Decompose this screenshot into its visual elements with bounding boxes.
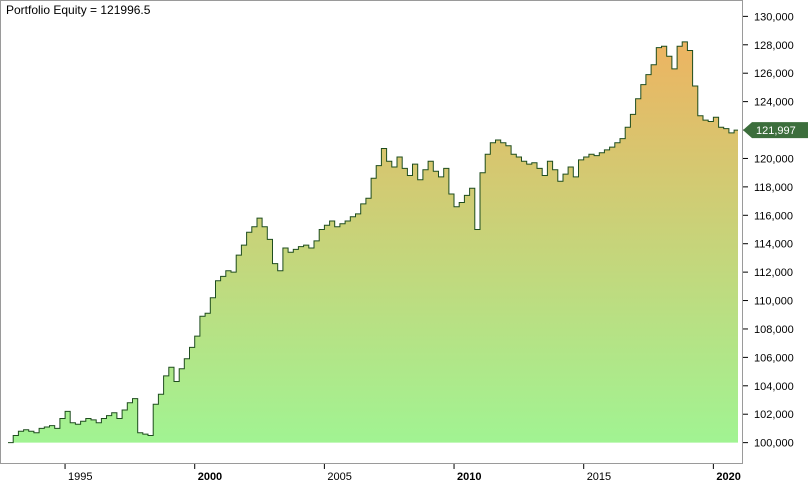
- y-tick-label: 102,000: [754, 409, 794, 421]
- last-value-label: 121,997: [756, 125, 796, 137]
- y-tick-label: 112,000: [754, 267, 793, 279]
- last-value-badge: [743, 122, 808, 139]
- y-axis: 100,000 102,000 104,000 106,000 108,000 110,0…: [743, 11, 794, 450]
- y-tick-label: 116,000: [754, 210, 793, 222]
- y-tick-label: 110,000: [754, 296, 793, 308]
- x-tick-label: 2015: [587, 471, 611, 483]
- y-tick-label: 130,000: [754, 11, 794, 23]
- last-value-marker: 121,997: [743, 122, 808, 139]
- y-tick-label: 118,000: [754, 182, 793, 194]
- y-tick-label: 100,000: [754, 438, 794, 450]
- y-tick-label: 106,000: [754, 352, 794, 364]
- chart-title: Portfolio Equity = 121996.5: [6, 3, 151, 17]
- y-tick-label: 104,000: [754, 381, 794, 393]
- y-tick-label: 126,000: [754, 68, 794, 80]
- x-tick-label: 1995: [68, 471, 92, 483]
- y-tick-label: 120,000: [754, 153, 794, 165]
- x-axis: 1995 2000 2005 2010 2015 2020: [64, 464, 741, 483]
- x-tick-label: 2010: [457, 471, 481, 483]
- equity-area: [8, 41, 738, 443]
- x-tick-label: 2000: [198, 471, 222, 483]
- x-tick-label: 2005: [327, 471, 351, 483]
- y-tick-label: 114,000: [754, 239, 793, 251]
- y-tick-label: 128,000: [754, 40, 794, 52]
- y-tick-label: 124,000: [754, 97, 794, 109]
- y-tick-label: 108,000: [754, 324, 794, 336]
- equity-line: [8, 41, 738, 444]
- x-tick-label: 2020: [716, 471, 740, 483]
